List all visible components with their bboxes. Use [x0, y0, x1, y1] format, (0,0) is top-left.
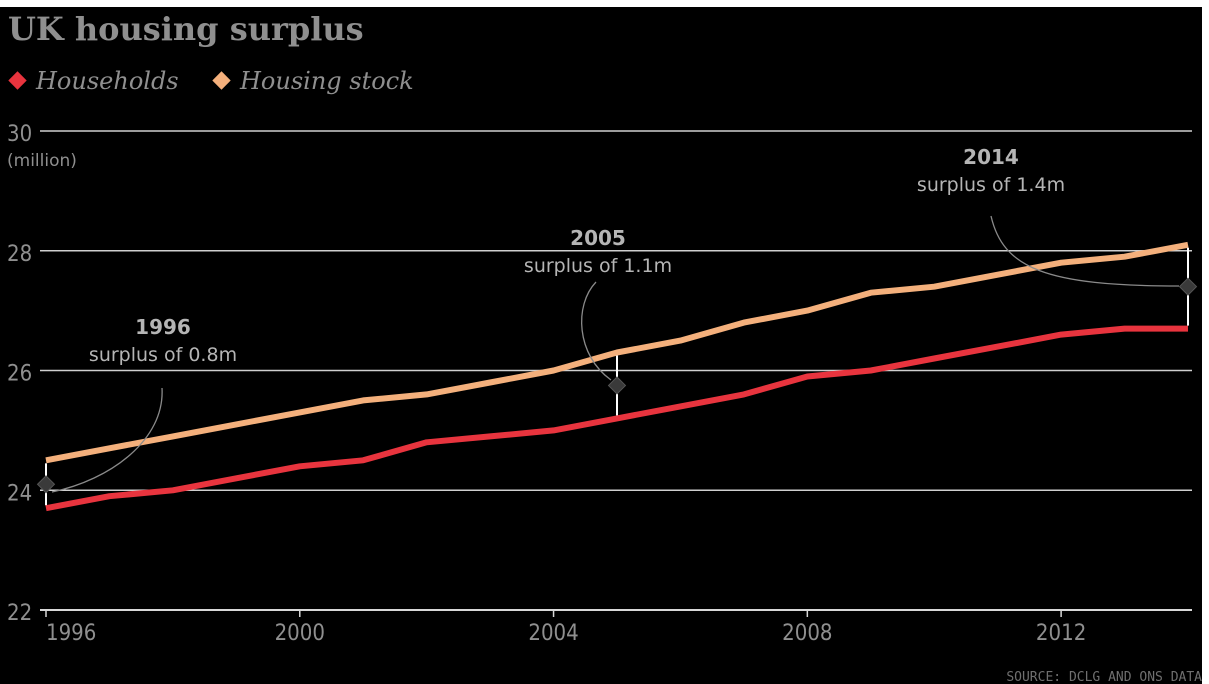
- housing-stock-line: [45, 241, 1189, 464]
- housing-stock-legend-label: Housing stock: [239, 67, 414, 95]
- x-tick-label-2012: 2012: [1036, 621, 1086, 646]
- y-axis-unit-label: (million): [7, 151, 77, 171]
- annotation-2014: 2014 surplus of 1.4m: [917, 145, 1198, 326]
- households-legend-marker: [8, 71, 27, 90]
- annotation-leader-1996: [51, 387, 163, 493]
- axis-labels: 22 24 26 28 30 1996 2000 2004 2008 2012: [7, 122, 1086, 646]
- legend-item-households: Households: [8, 67, 179, 95]
- x-tick-label-2008: 2008: [782, 621, 832, 646]
- legend-item-housing-stock: Housing stock: [212, 67, 414, 95]
- annotation-1996: 1996 surplus of 0.8m: [36, 315, 237, 506]
- y-tick-label-30: 30: [7, 122, 32, 147]
- surplus-marker-1996: [36, 475, 56, 494]
- legend: Households Housing stock: [8, 67, 414, 95]
- annotation-text-2014: surplus of 1.4m: [917, 174, 1065, 196]
- y-tick-label-26: 26: [7, 362, 32, 387]
- y-tick-label-24: 24: [7, 481, 32, 506]
- households-line: [45, 325, 1188, 512]
- y-tick-label-28: 28: [7, 242, 32, 267]
- line-chart: UK housing surplus Households Housing st…: [7, 10, 1202, 684]
- surplus-marker-2005: [607, 376, 627, 395]
- annotation-leader-2014: [990, 215, 1180, 287]
- x-tick-label-2000: 2000: [275, 621, 325, 646]
- annotation-year-2014: 2014: [963, 145, 1019, 169]
- x-tick-label-1996: 1996: [46, 621, 96, 646]
- households-legend-label: Households: [35, 67, 179, 95]
- surplus-marker-2014: [1178, 277, 1198, 296]
- annotation-year-2005: 2005: [570, 226, 626, 250]
- chart-frame: UK housing surplus Households Housing st…: [0, 7, 1202, 684]
- annotation-year-1996: 1996: [135, 315, 191, 339]
- annotation-text-2005: surplus of 1.1m: [524, 255, 672, 277]
- y-tick-label-22: 22: [7, 601, 32, 626]
- annotation-text-1996: surplus of 0.8m: [89, 344, 237, 366]
- x-tick-label-2004: 2004: [528, 621, 578, 646]
- series-lines: [45, 241, 1189, 512]
- housing-stock-legend-marker: [212, 71, 231, 90]
- chart-title: UK housing surplus: [8, 10, 364, 48]
- annotation-2005: 2005 surplus of 1.1m: [524, 226, 672, 416]
- annotation-leader-2005: [581, 281, 612, 381]
- source-note: SOURCE: DCLG AND ONS DATA: [1006, 670, 1202, 684]
